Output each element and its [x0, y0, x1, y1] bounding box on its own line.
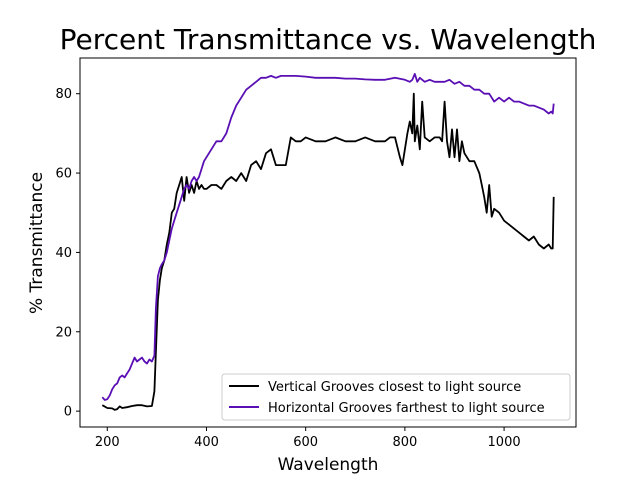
legend-box	[221, 373, 571, 421]
y-axis-ticks: 0 20 40 60 80	[55, 87, 80, 420]
x-axis-label: Wavelength	[278, 455, 379, 475]
legend-label-vertical-grooves: Vertical Grooves closest to light source	[268, 380, 521, 395]
y-tick-label: 0	[64, 405, 72, 420]
plot-area	[80, 58, 576, 427]
x-axis-ticks: 200 400 600 800 1000	[95, 427, 521, 450]
y-tick-label: 40	[55, 246, 72, 261]
series-group	[101, 73, 555, 411]
legend: Vertical Grooves closest to light source…	[221, 373, 571, 421]
legend-label-horizontal-grooves: Horizontal Grooves farthest to light sou…	[268, 401, 545, 416]
x-tick-label: 600	[293, 435, 318, 450]
y-axis-label: % Transmittance	[27, 172, 47, 314]
series-line-vertical-grooves	[101, 92, 555, 411]
y-tick-label: 60	[55, 167, 72, 182]
x-tick-label: 1000	[488, 435, 521, 450]
y-tick-label: 20	[55, 325, 72, 340]
plot-frame	[79, 57, 577, 428]
chart-title: Percent Transmittance vs. Wavelength	[60, 23, 597, 56]
x-tick-label: 200	[95, 435, 120, 450]
y-tick-label: 80	[55, 87, 72, 102]
series-line-horizontal-grooves	[101, 73, 555, 401]
x-tick-label: 400	[194, 435, 219, 450]
x-tick-label: 800	[392, 435, 417, 450]
